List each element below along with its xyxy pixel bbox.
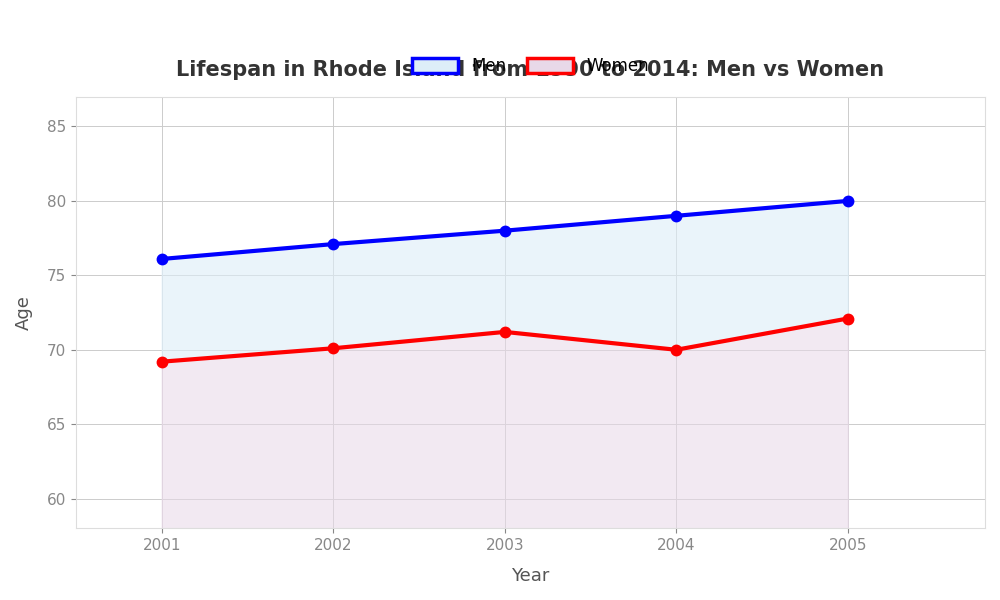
- Title: Lifespan in Rhode Island from 1990 to 2014: Men vs Women: Lifespan in Rhode Island from 1990 to 20…: [176, 60, 885, 80]
- Legend: Men, Women: Men, Women: [403, 49, 658, 83]
- X-axis label: Year: Year: [511, 567, 550, 585]
- Y-axis label: Age: Age: [15, 295, 33, 330]
